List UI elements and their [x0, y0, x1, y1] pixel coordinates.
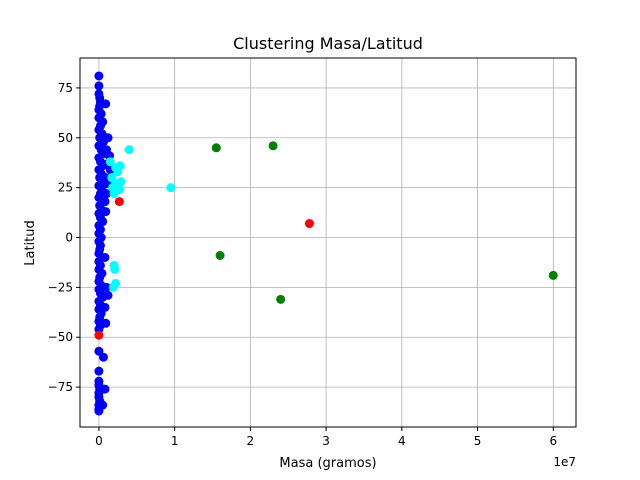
data-point — [113, 167, 123, 177]
y-tick-label: −75 — [48, 380, 73, 394]
data-point — [98, 352, 108, 362]
y-axis-label: Latitud — [23, 220, 38, 266]
data-point — [100, 384, 110, 394]
y-tick-label: 0 — [65, 231, 73, 245]
data-point — [103, 290, 113, 300]
data-point — [110, 264, 120, 274]
data-point — [102, 282, 112, 292]
x-tick-label: 4 — [398, 434, 406, 448]
data-point — [102, 189, 112, 199]
y-tick-label: 25 — [58, 181, 73, 195]
data-point — [101, 207, 111, 217]
y-tick-label: 75 — [58, 81, 73, 95]
data-point — [114, 197, 124, 207]
x-tick-label: 1 — [171, 434, 179, 448]
x-tick-label: 0 — [95, 434, 103, 448]
y-tick-label: 50 — [58, 131, 73, 145]
data-point — [94, 81, 104, 91]
data-points — [94, 71, 558, 416]
y-tick-label: −50 — [48, 330, 73, 344]
data-point — [268, 141, 278, 151]
data-point — [94, 71, 104, 81]
data-point — [100, 302, 110, 312]
data-point — [166, 183, 176, 193]
data-point — [276, 294, 286, 304]
x-tick-label: 5 — [474, 434, 482, 448]
data-point — [94, 330, 104, 340]
data-point — [108, 282, 118, 292]
data-point — [304, 219, 314, 229]
data-point — [108, 183, 118, 193]
data-point — [101, 99, 111, 109]
data-point — [215, 250, 225, 260]
data-point — [548, 270, 558, 280]
chart-title: Clustering Masa/Latitud — [233, 34, 423, 53]
data-point — [103, 133, 113, 143]
data-point — [101, 318, 111, 328]
x-tick-label: 3 — [322, 434, 330, 448]
data-point — [98, 400, 108, 410]
data-point — [94, 366, 104, 376]
data-point — [124, 145, 134, 155]
axis-ticks: 0 1 2 3 4 5 6 −75 −50 −25 0 25 50 75 — [48, 81, 557, 448]
x-tick-label: 6 — [549, 434, 557, 448]
data-point — [105, 157, 115, 167]
data-point — [211, 143, 221, 153]
grid — [80, 58, 576, 427]
x-tick-label: 2 — [247, 434, 255, 448]
x-axis-label: Masa (gramos) — [279, 456, 376, 471]
x-axis-offset-text: 1e7 — [553, 455, 576, 469]
plot-frame — [79, 57, 577, 428]
data-point — [100, 252, 110, 262]
y-tick-label: −25 — [48, 280, 73, 294]
data-point — [100, 197, 110, 207]
